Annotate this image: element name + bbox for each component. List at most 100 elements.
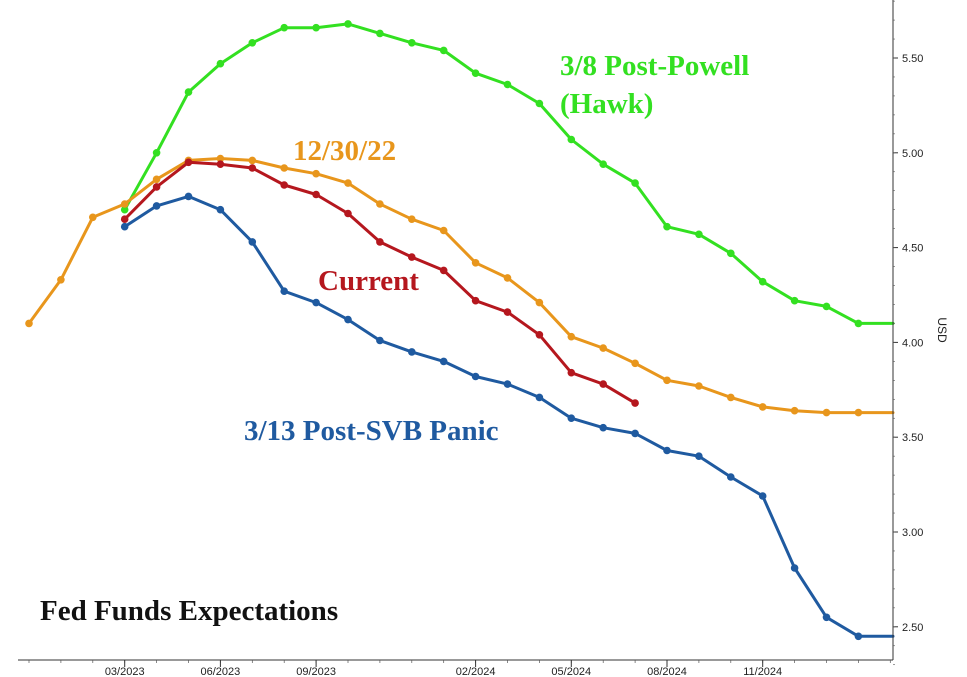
data-point <box>408 39 416 47</box>
data-point <box>727 393 735 402</box>
data-point <box>439 226 448 235</box>
data-point <box>471 296 480 305</box>
data-point <box>599 380 607 388</box>
data-point <box>631 429 639 438</box>
y-axis-title: USD <box>935 317 949 343</box>
data-point <box>152 202 161 210</box>
data-point <box>695 230 703 239</box>
series-3-13-post-svb-panic <box>120 192 895 641</box>
data-point <box>184 88 193 96</box>
data-point <box>535 99 544 108</box>
series-layer <box>25 20 895 641</box>
data-point <box>567 332 576 341</box>
data-point <box>248 164 257 172</box>
data-point <box>567 368 576 377</box>
data-point <box>216 160 225 168</box>
data-point <box>822 408 831 417</box>
data-point <box>248 238 257 246</box>
data-point <box>152 175 161 184</box>
data-point <box>312 23 320 32</box>
data-point <box>280 23 289 32</box>
data-point <box>503 80 512 89</box>
data-point <box>376 200 384 208</box>
y-tick-label: 4.00 <box>902 337 923 349</box>
data-point <box>120 200 129 208</box>
series-label: 12/30/22 <box>293 135 396 167</box>
chart-title: Fed Funds Expectations <box>40 595 338 627</box>
data-point <box>376 336 384 345</box>
data-point <box>790 564 799 572</box>
y-tick-label: 4.50 <box>902 243 923 255</box>
data-point <box>312 190 320 199</box>
data-point <box>599 344 607 352</box>
data-point <box>471 372 480 381</box>
data-point <box>599 160 607 168</box>
data-point <box>376 29 384 38</box>
data-point <box>535 298 544 307</box>
data-point <box>312 298 320 307</box>
data-point <box>471 69 480 77</box>
data-point <box>854 319 863 328</box>
data-point <box>312 169 320 178</box>
data-point <box>408 253 416 261</box>
data-point <box>120 205 129 214</box>
data-point <box>822 613 831 622</box>
x-tick-label: 03/2023 <box>105 666 145 677</box>
series-3-8-post-powell-hawk <box>120 20 895 328</box>
data-point <box>216 154 225 163</box>
data-point <box>854 408 863 417</box>
x-tick-label: 09/2023 <box>296 666 336 677</box>
data-point <box>344 209 352 218</box>
y-tick-label: 2.50 <box>902 622 923 634</box>
data-point <box>631 179 639 187</box>
data-point <box>376 238 384 246</box>
data-point <box>758 277 767 286</box>
series-line <box>123 194 895 638</box>
data-point <box>695 382 703 390</box>
data-point <box>758 403 767 411</box>
data-point <box>184 158 193 167</box>
data-point <box>280 181 289 189</box>
data-point <box>344 315 352 324</box>
series-current <box>120 158 639 407</box>
data-point <box>344 179 352 187</box>
x-tick-label: 08/2024 <box>647 666 687 677</box>
data-point <box>790 406 799 415</box>
data-point <box>408 215 416 223</box>
x-tick-label: 02/2024 <box>456 666 496 677</box>
data-point <box>248 39 257 47</box>
series-label: 3/13 Post-SVB Panic <box>244 415 499 447</box>
data-point <box>471 259 480 267</box>
data-point <box>727 473 735 481</box>
data-point <box>216 205 225 214</box>
y-tick-label: 3.50 <box>902 432 923 444</box>
data-point <box>631 399 639 407</box>
data-point <box>695 452 703 461</box>
data-point <box>758 492 767 500</box>
data-point <box>280 164 289 172</box>
data-point <box>152 183 161 191</box>
right-axis: 2.50 3.00 3.50 4.00 4.50 5.00 5.50 <box>892 0 923 666</box>
data-point <box>439 266 448 275</box>
series-label: Current <box>318 265 419 297</box>
data-point <box>503 380 512 388</box>
data-point <box>567 414 576 423</box>
data-point <box>663 376 671 385</box>
data-point <box>535 393 544 402</box>
data-point <box>439 357 448 366</box>
data-point <box>439 46 448 55</box>
data-point <box>503 308 512 316</box>
data-point <box>535 331 544 339</box>
x-tick-label: 06/2023 <box>201 666 241 677</box>
data-point <box>663 222 671 231</box>
bottom-axis: 03/2023 06/2023 09/2023 02/2024 05/2024 08/20… <box>18 659 893 677</box>
data-point <box>408 348 416 356</box>
data-point <box>152 149 161 157</box>
data-point <box>216 59 225 68</box>
y-tick-label: 3.00 <box>902 527 923 539</box>
data-point <box>727 249 735 258</box>
data-point <box>89 213 97 222</box>
data-point <box>57 276 65 284</box>
series-label: (Hawk) <box>560 88 653 120</box>
data-point <box>25 319 33 328</box>
